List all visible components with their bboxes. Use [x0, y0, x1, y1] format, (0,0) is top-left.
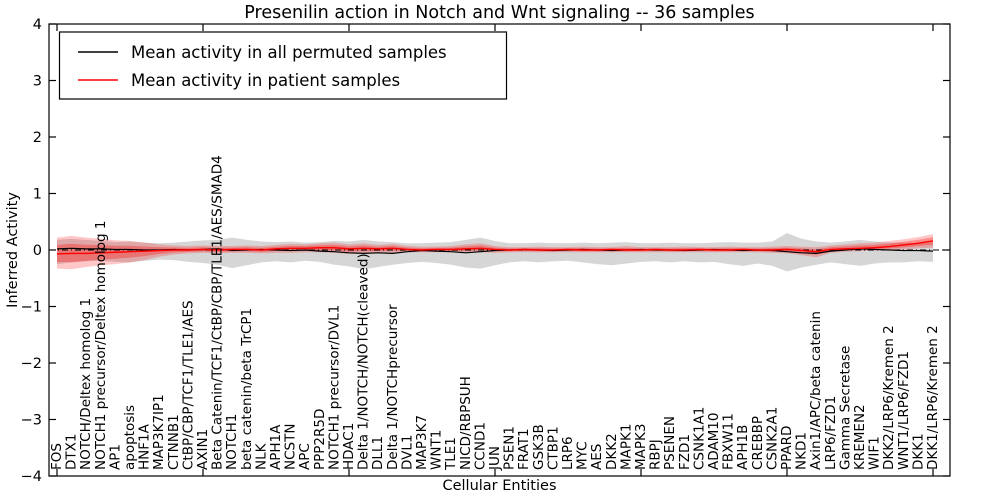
x-category-label: DKK2/LRP6/Kremen 2	[881, 325, 897, 470]
x-category-label: LRP6	[560, 436, 576, 470]
x-category-label: AES	[589, 444, 605, 470]
x-category-label: NCSTN	[283, 424, 299, 470]
patient-confidence-band-outer	[57, 234, 933, 270]
x-category-label: Axin1/APC/beta catenin	[808, 311, 824, 470]
x-category-label: HDAC1	[341, 423, 357, 470]
x-category-label: CCND1	[472, 422, 488, 470]
x-category-label: AP1	[107, 444, 123, 470]
x-category-label: APC	[297, 443, 313, 470]
x-axis-title: Cellular Entities	[442, 478, 557, 494]
x-category-label: HNF1A	[137, 423, 153, 470]
x-category-label: apoptosis	[122, 405, 138, 470]
x-category-label: PSENEN	[662, 416, 678, 470]
x-category-label: AXIN1	[195, 429, 211, 470]
x-category-label: DKK2	[604, 433, 620, 470]
x-category-label: RBPJ	[648, 439, 664, 470]
x-category-label: GSK3B	[531, 424, 547, 470]
x-category-label: Beta Catenin/TCF1/CtBP/CBP/TLE1/AES/SMAD…	[210, 155, 226, 470]
x-category-label: DKK1	[910, 433, 926, 470]
y-tick-label: 2	[33, 130, 42, 146]
x-category-label: APH1A	[268, 424, 284, 470]
x-category-label: DKK1/LRP6/Kremen 2	[925, 325, 941, 470]
patient-mean-line	[56, 240, 934, 255]
x-category-label: LRP6/FZD1	[823, 396, 839, 470]
x-category-label: beta catenin/beta TrCP1	[239, 308, 255, 470]
x-category-label: CSNK2A1	[764, 407, 780, 470]
y-tick-label: 3	[33, 74, 42, 90]
x-category-label: DTX1	[64, 434, 80, 470]
legend-box	[58, 31, 508, 100]
x-category-label: FRAT1	[516, 428, 532, 470]
y-tick-label: −4	[21, 469, 42, 485]
x-category-label: FBXW11	[721, 413, 737, 470]
x-category-label: NOTCH1 precursor/Deltex homolog 1	[93, 221, 109, 470]
x-category-label: WIF1	[867, 436, 883, 470]
y-tick-label: 4	[33, 17, 42, 33]
legend-label: Mean activity in all permuted samples	[131, 43, 447, 62]
x-category-label: CREBBP	[750, 416, 766, 470]
y-tick-label: −2	[21, 356, 42, 372]
x-category-label: NLK	[253, 442, 269, 470]
x-category-label: PPARD	[779, 426, 795, 470]
x-category-label: CtBP/CBP/TCF1/TLE1/AES	[180, 300, 196, 470]
x-category-label: CSNK1A1	[691, 407, 707, 470]
x-category-label: JUN	[487, 446, 503, 471]
x-category-label: NOTCH1 precursor/DVL1	[326, 305, 342, 470]
x-category-label: TLE1	[443, 437, 459, 471]
x-category-label: CTNNB1	[166, 414, 182, 470]
x-category-label: NICD/RBPSUH	[458, 376, 474, 470]
x-category-label: PSEN1	[502, 426, 518, 470]
x-category-label: DVL1	[399, 434, 415, 470]
y-tick-label: 0	[33, 243, 42, 259]
x-category-label: WNT1/LRP6/FZD1	[896, 351, 912, 470]
x-category-label: DLL1	[370, 436, 386, 470]
x-category-label: MAPK1	[618, 424, 634, 470]
x-category-label: ADAM10	[706, 413, 722, 470]
x-category-label: NOTCH1	[224, 414, 240, 470]
x-category-label: FZD1	[677, 434, 693, 470]
x-category-label: NOTCH/Deltex homolog 1	[78, 298, 94, 470]
y-tick-label: −3	[21, 413, 42, 429]
x-category-label: KREMEN2	[852, 404, 868, 470]
permuted-confidence-band	[57, 233, 933, 272]
x-category-label: MYC	[575, 441, 591, 470]
x-category-label: Gamma Secretase	[837, 346, 853, 470]
x-category-label: MAPK3	[633, 424, 649, 470]
x-category-label: APH1B	[735, 425, 751, 470]
x-category-label: FOS	[49, 443, 65, 470]
x-category-label: PPP2R5D	[312, 409, 328, 470]
x-category-label: Delta 1/NOTCH/NOTCH(cleaved)	[356, 253, 372, 470]
y-tick-label: −1	[21, 300, 42, 316]
y-tick-label: 1	[33, 187, 42, 203]
chart-title: Presenilin action in Notch and Wnt signa…	[244, 3, 755, 23]
x-category-label: WNT1	[429, 430, 445, 470]
x-category-label: NKD1	[794, 432, 810, 470]
legend-label: Mean activity in patient samples	[131, 71, 400, 90]
x-category-label: CTBP1	[545, 426, 561, 470]
x-category-label: MAP3K7	[414, 415, 430, 470]
x-category-label: Delta 1/NOTCHprecursor	[385, 304, 401, 470]
x-category-label: MAP3K7IP1	[151, 394, 167, 470]
